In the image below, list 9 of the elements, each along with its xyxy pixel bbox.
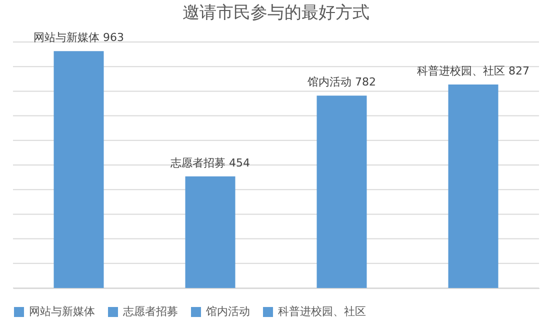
data-label: 网站与新媒体 963	[34, 31, 124, 44]
legend-label: 志愿者招募	[123, 305, 178, 318]
legend-label: 科普进校园、社区	[278, 305, 366, 318]
data-label: 志愿者招募 454	[170, 156, 250, 170]
legend-label: 网站与新媒体	[29, 305, 95, 318]
data-label: 馆内活动 782	[306, 76, 376, 89]
data-label: 科普进校园、社区 827	[417, 64, 530, 78]
chart-title: 邀请市民参与的最好方式	[182, 3, 370, 24]
legend-label: 馆内活动	[205, 305, 250, 318]
